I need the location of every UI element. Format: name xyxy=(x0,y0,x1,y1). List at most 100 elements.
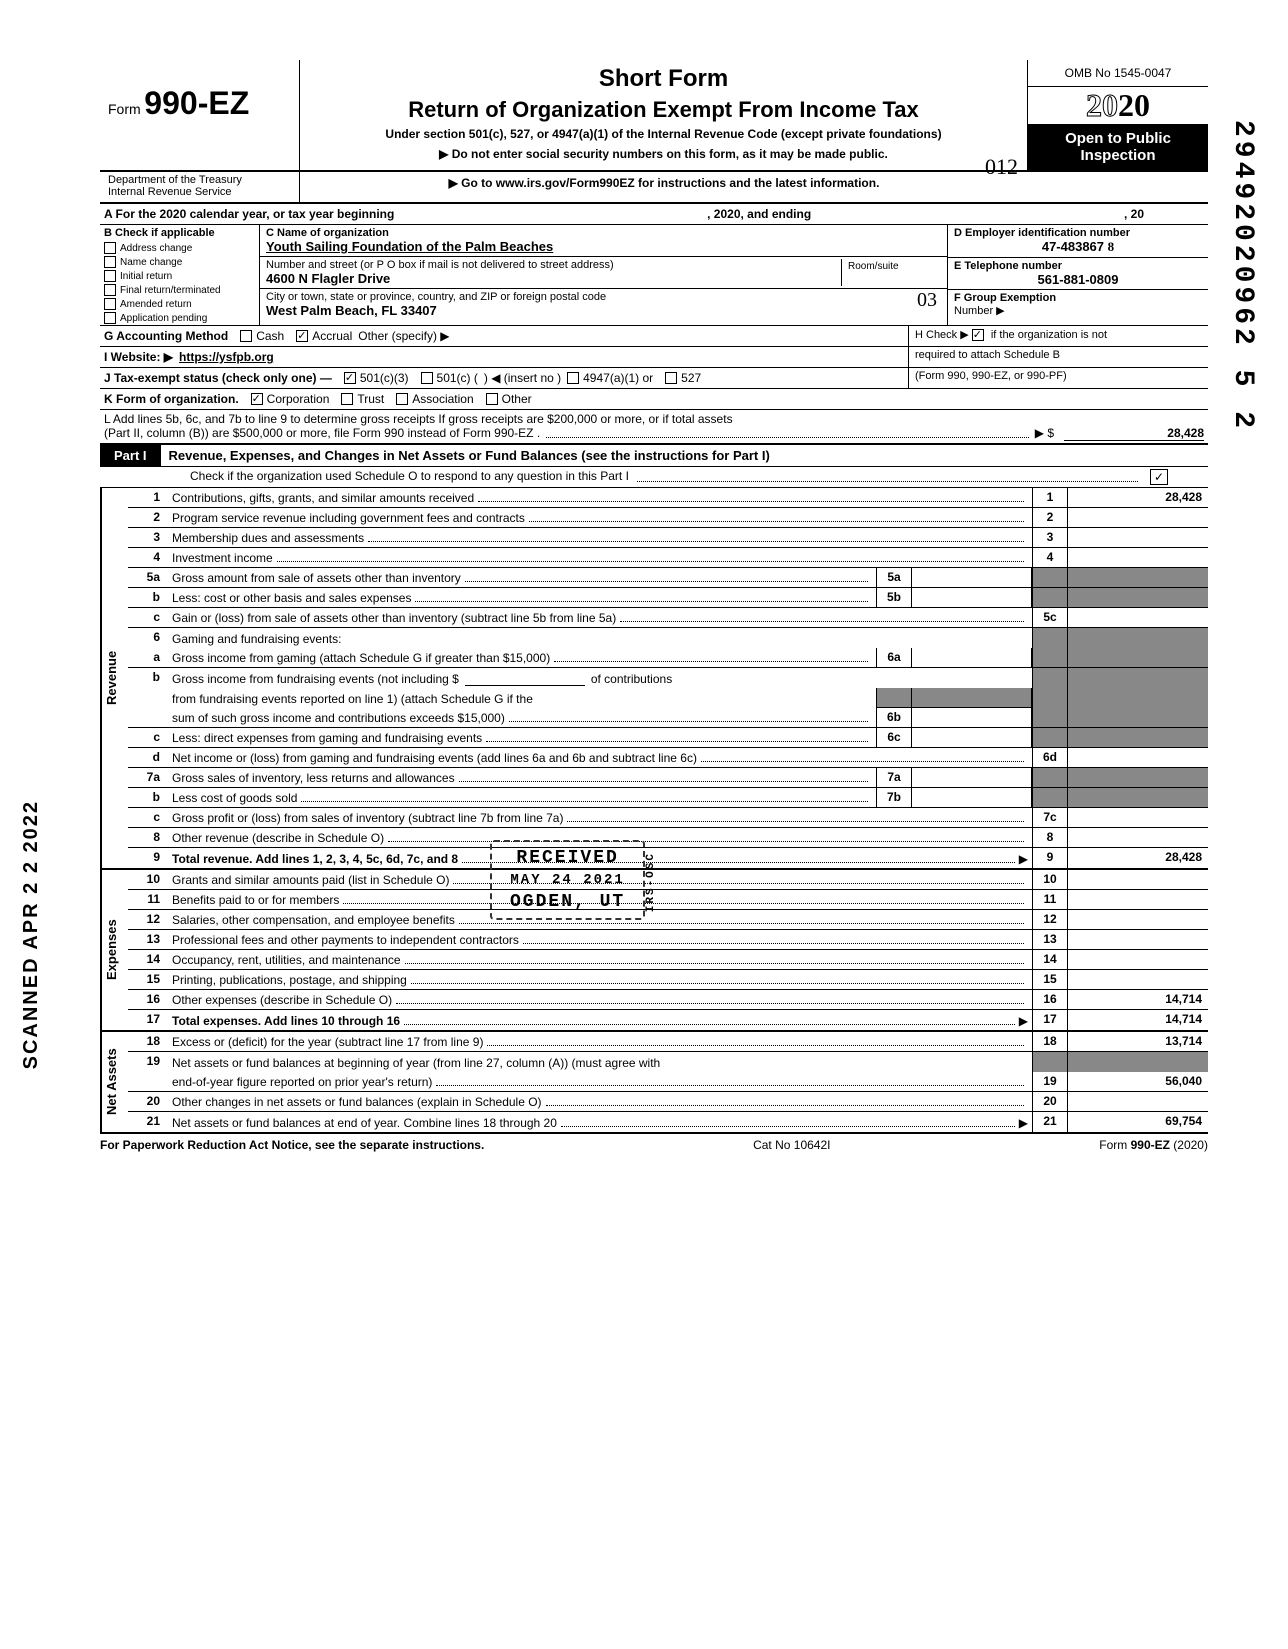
chk-association[interactable]: Association xyxy=(396,392,473,406)
street-label: Number and street (or P O box if mail is… xyxy=(266,259,841,271)
line-6a: aGross income from gaming (attach Schedu… xyxy=(128,648,1208,668)
footer-cat-no: Cat No 10642I xyxy=(753,1138,830,1152)
year-bold: 20 xyxy=(1118,87,1150,123)
revenue-section: Revenue 1Contributions, gifts, grants, a… xyxy=(100,488,1208,870)
org-name-label: C Name of organization xyxy=(266,227,941,239)
line-19-2: end-of-year figure reported on prior yea… xyxy=(128,1072,1208,1092)
chk-accrual[interactable]: Accrual xyxy=(296,329,352,343)
row-i-website: I Website: ▶ https://ysfpb.org xyxy=(100,347,908,367)
i-label: I Website: ▶ xyxy=(104,350,173,364)
row-j-tax-exempt: J Tax-exempt status (check only one) — 5… xyxy=(100,368,908,388)
line-10: 10Grants and similar amounts paid (list … xyxy=(128,870,1208,890)
title-box: Short Form Return of Organization Exempt… xyxy=(300,60,1028,170)
subtitle: Under section 501(c), 527, or 4947(a)(1)… xyxy=(310,127,1017,141)
line-3: 3Membership dues and assessments3 xyxy=(128,528,1208,548)
dept-line2: Internal Revenue Service xyxy=(108,186,291,198)
line-4: 4Investment income4 xyxy=(128,548,1208,568)
tel-value: 561-881-0809 xyxy=(954,272,1202,287)
chk-schedule-b[interactable] xyxy=(972,329,984,341)
chk-application-pending[interactable]: Application pending xyxy=(100,311,259,325)
received-stamp: RECEIVED MAY 24 2021 OGDEN, UT IRS-OSC xyxy=(490,840,645,920)
footer-form-ref: Form 990-EZ (2020) xyxy=(1099,1138,1208,1152)
row-a-tax-year: A For the 2020 calendar year, or tax yea… xyxy=(100,204,1208,225)
section-bcd: B Check if applicable Address change Nam… xyxy=(100,225,1208,326)
row-a-mid: , 2020, and ending xyxy=(394,207,1124,221)
chk-amended-return[interactable]: Amended return xyxy=(100,297,259,311)
revenue-label: Revenue xyxy=(100,488,128,868)
expenses-label: Expenses xyxy=(100,870,128,1030)
city-row: City or town, state or province, country… xyxy=(260,289,947,320)
chk-501c3[interactable]: 501(c)(3) xyxy=(344,371,409,385)
year-box: OMB No 1545-0047 2020 Open to Public Ins… xyxy=(1028,60,1208,170)
form-number-box: Form 990-EZ xyxy=(100,60,300,170)
line-15: 15Printing, publications, postage, and s… xyxy=(128,970,1208,990)
chk-other-org[interactable]: Other xyxy=(486,392,532,406)
line-7a: 7aGross sales of inventory, less returns… xyxy=(128,768,1208,788)
room-suite-cell: Room/suite xyxy=(841,259,941,286)
chk-final-return[interactable]: Final return/terminated xyxy=(100,283,259,297)
ein-label: D Employer identification number xyxy=(954,227,1202,239)
line-8: 8Other revenue (describe in Schedule O)8 xyxy=(128,828,1208,848)
row-l-gross-receipts: L Add lines 5b, 6c, and 7b to line 9 to … xyxy=(100,410,1208,445)
h-text2: if the organization is not xyxy=(991,329,1107,341)
schedule-o-text: Check if the organization used Schedule … xyxy=(190,469,629,485)
h-line3: (Form 990, 990-EZ, or 990-PF) xyxy=(908,368,1208,388)
chk-name-change[interactable]: Name change xyxy=(100,255,259,269)
omb-number: OMB No 1545-0047 xyxy=(1028,60,1208,87)
group-exemption-row: F Group Exemption Number ▶ xyxy=(948,290,1208,320)
chk-address-change[interactable]: Address change xyxy=(100,241,259,255)
form-header: Form 990-EZ Short Form Return of Organiz… xyxy=(100,60,1208,172)
handwritten-note-top: 012 xyxy=(985,154,1018,180)
line-21: 21Net assets or fund balances at end of … xyxy=(128,1112,1208,1132)
chk-4947[interactable]: 4947(a)(1) or xyxy=(567,371,653,385)
line-20: 20Other changes in net assets or fund ba… xyxy=(128,1092,1208,1112)
chk-cash[interactable]: Cash xyxy=(240,329,284,343)
group-label: F Group Exemption xyxy=(954,292,1202,304)
l-text2: (Part II, column (B)) are $500,000 or mo… xyxy=(104,426,540,441)
org-name-row: C Name of organization Youth Sailing Fou… xyxy=(260,225,947,257)
col-b-header: B Check if applicable xyxy=(100,225,259,241)
telephone-row: E Telephone number 561-881-0809 xyxy=(948,258,1208,290)
chk-corporation[interactable]: Corporation xyxy=(251,392,330,406)
net-assets-label: Net Assets xyxy=(100,1032,128,1132)
chk-trust[interactable]: Trust xyxy=(341,392,384,406)
line-11: 11Benefits paid to or for members11 xyxy=(128,890,1208,910)
ein-row: D Employer identification number 47-4838… xyxy=(948,225,1208,258)
line-5a: 5aGross amount from sale of assets other… xyxy=(128,568,1208,588)
stamp-received: RECEIVED xyxy=(510,848,625,868)
stamp-date: MAY 24 2021 xyxy=(510,872,625,888)
part-i-title: Revenue, Expenses, and Changes in Net As… xyxy=(161,445,1208,466)
line-6: 6Gaming and fundraising events: xyxy=(128,628,1208,648)
line-6d: dNet income or (loss) from gaming and fu… xyxy=(128,748,1208,768)
column-c-org-info: C Name of organization Youth Sailing Fou… xyxy=(260,225,948,325)
short-form-title: Short Form xyxy=(310,65,1017,93)
department-box: Department of the Treasury Internal Reve… xyxy=(100,172,300,202)
year-outline: 20 xyxy=(1086,87,1118,123)
k-label: K Form of organization. xyxy=(104,392,239,406)
row-g-accounting: G Accounting Method Cash Accrual Other (… xyxy=(100,326,908,346)
chk-501c[interactable]: 501(c) ( xyxy=(421,371,478,385)
row-a-end: , 20 xyxy=(1124,207,1204,221)
return-title: Return of Organization Exempt From Incom… xyxy=(310,97,1017,123)
line-6b-1: bGross income from fundraising events (n… xyxy=(128,668,1208,688)
chk-527[interactable]: 527 xyxy=(665,371,701,385)
line-1: 1Contributions, gifts, grants, and simil… xyxy=(128,488,1208,508)
line-17: 17Total expenses. Add lines 10 through 1… xyxy=(128,1010,1208,1030)
open-to-public-badge: Open to Public Inspection xyxy=(1028,124,1208,170)
chk-initial-return[interactable]: Initial return xyxy=(100,269,259,283)
g-label: G Accounting Method xyxy=(104,329,228,343)
footer-paperwork: For Paperwork Reduction Act Notice, see … xyxy=(100,1138,484,1152)
ein-handwritten: 8 xyxy=(1108,239,1115,254)
chk-schedule-o[interactable]: ✓ xyxy=(1150,469,1168,485)
l-text1: L Add lines 5b, 6c, and 7b to line 9 to … xyxy=(104,412,1204,426)
line-6b-3: sum of such gross income and contributio… xyxy=(128,708,1208,728)
line-7c: cGross profit or (loss) from sales of in… xyxy=(128,808,1208,828)
schedule-o-row: Check if the organization used Schedule … xyxy=(100,467,1208,488)
website-value: https://ysfpb.org xyxy=(179,350,274,364)
line-18: 18Excess or (deficit) for the year (subt… xyxy=(128,1032,1208,1052)
open-public-line1: Open to Public xyxy=(1032,130,1204,147)
h-label: H Check ▶ xyxy=(915,329,969,341)
row-a-label: A For the 2020 calendar year, or tax yea… xyxy=(104,207,394,221)
column-b-checkboxes: B Check if applicable Address change Nam… xyxy=(100,225,260,325)
row-k-form-org: K Form of organization. Corporation Trus… xyxy=(100,389,1208,410)
